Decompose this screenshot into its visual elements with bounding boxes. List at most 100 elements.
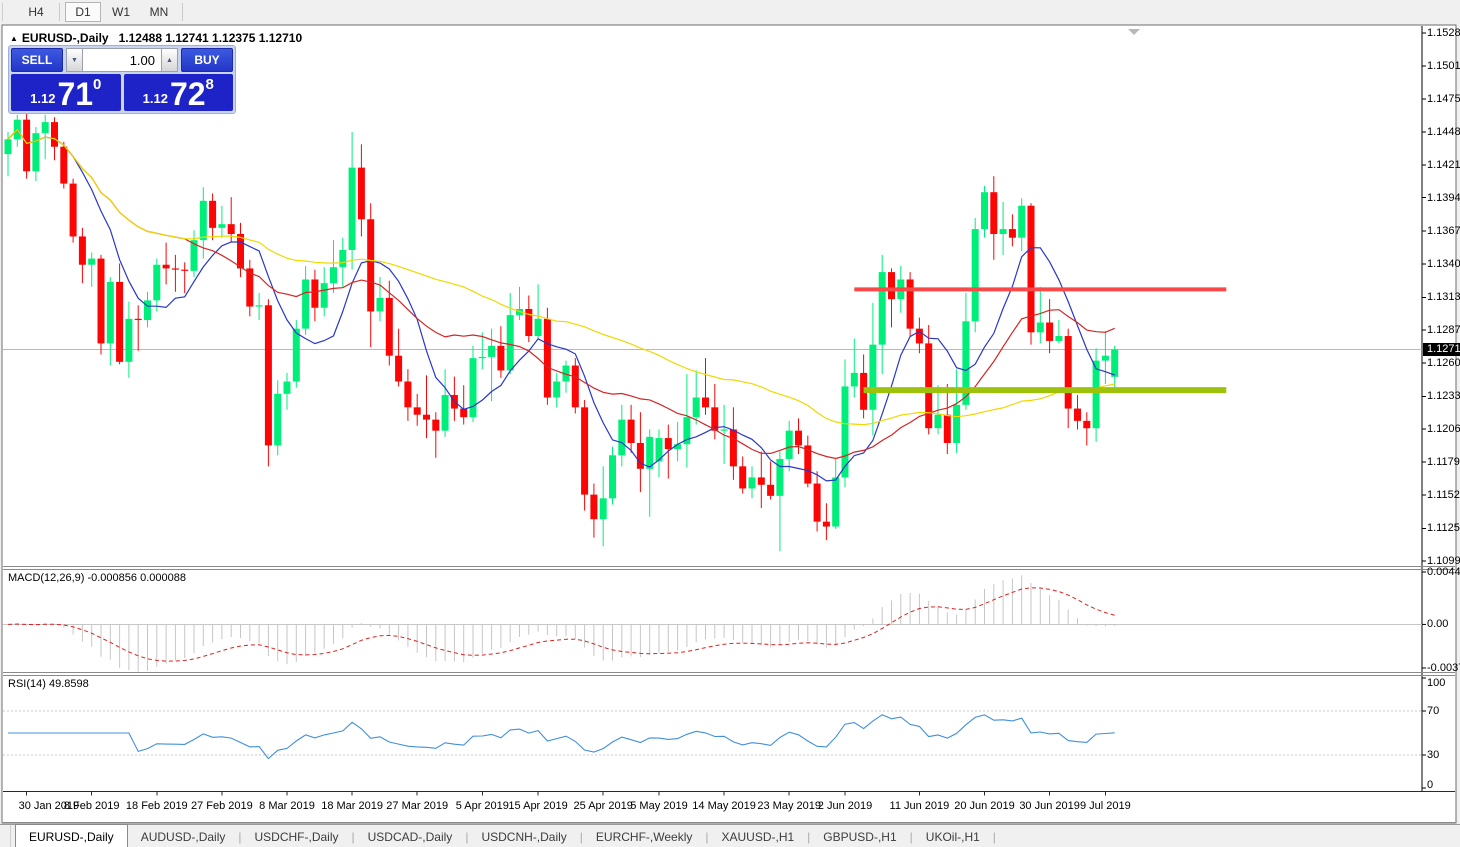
time-axis-label: 23 May 2019 — [757, 800, 821, 812]
candle-body — [953, 404, 961, 443]
tab-separator: | — [465, 829, 469, 844]
chart-tab-eurusd-daily[interactable]: EURUSD-,Daily — [15, 824, 128, 847]
chart-tab-usdcad-daily[interactable]: USDCAD-,Daily — [367, 829, 453, 844]
candle-body — [692, 397, 700, 418]
time-axis-label: 20 Jun 2019 — [954, 800, 1015, 812]
candle-body — [78, 236, 86, 265]
candle-body — [590, 494, 598, 520]
candle-body — [888, 272, 895, 300]
chart-tab-usdcnh-daily[interactable]: USDCNH-,Daily — [481, 829, 567, 844]
candle-body — [283, 381, 291, 394]
price-axis-label: 1.11525 — [1427, 489, 1460, 502]
tab-separator: | — [705, 829, 709, 844]
candle-body — [636, 442, 644, 469]
tab-separator: | — [579, 829, 583, 844]
candle-body — [1027, 205, 1035, 333]
candle-body — [618, 419, 626, 456]
timeframe-button-d1[interactable]: D1 — [65, 2, 101, 22]
candle-body — [776, 458, 784, 496]
candle-body — [1036, 322, 1044, 333]
candle-body — [1055, 336, 1063, 341]
candle-body — [413, 407, 421, 415]
chart-tab-ukoil-h1[interactable]: UKOil-,H1 — [925, 829, 980, 844]
timeframe-button-w1[interactable]: W1 — [112, 5, 130, 19]
candle-body — [209, 200, 217, 228]
chart-tab-eurchf-weekly[interactable]: EURCHF-,Weekly — [595, 829, 693, 844]
candle-body — [822, 521, 830, 527]
candle-body — [88, 258, 96, 265]
buy-button[interactable]: BUY — [181, 48, 233, 72]
chart-title: EURUSD-,Daily — [21, 31, 109, 45]
sell-price-display[interactable]: 1.12 71 0 — [11, 74, 121, 111]
volume-input[interactable] — [83, 48, 161, 72]
price-axis-label: 1.14210 — [1427, 159, 1460, 172]
candle-body — [767, 484, 775, 496]
candle-body — [785, 430, 793, 459]
rsi-axis-label: 100 — [1427, 677, 1446, 689]
chart-tab-xauusd-h1[interactable]: XAUUSD-,H1 — [721, 829, 795, 844]
timeframe-button-h4[interactable]: H4 — [28, 5, 44, 19]
price-axis-label: 1.13135 — [1427, 291, 1460, 304]
time-axis-label: 14 May 2019 — [692, 800, 756, 812]
candle-body — [218, 224, 226, 228]
macd-indicator-label: MACD(12,26,9) -0.000856 0.000088 — [8, 572, 186, 584]
candle-body — [395, 355, 403, 382]
candle-body — [106, 281, 114, 344]
candle-body — [339, 249, 347, 268]
rsi-axis-label: 70 — [1427, 705, 1440, 717]
tab-separator: | — [351, 829, 355, 844]
candle-body — [702, 397, 709, 408]
chart-background — [2, 25, 1456, 823]
candle-body — [962, 321, 970, 405]
candle-body — [1111, 349, 1119, 377]
candle-body — [674, 444, 682, 450]
candle-body — [246, 268, 254, 307]
chart-tab-audusd-daily[interactable]: AUDUSD-,Daily — [140, 829, 226, 844]
price-axis-label: 1.12330 — [1427, 390, 1460, 403]
price-axis-label: 1.12065 — [1427, 422, 1460, 435]
candle-body — [739, 466, 747, 489]
candle-body — [125, 318, 133, 362]
chart-tab-gbpusd-h1[interactable]: GBPUSD-,H1 — [823, 829, 897, 844]
tab-separator: | — [909, 829, 913, 844]
buy-price-display[interactable]: 1.12 72 8 — [123, 74, 233, 112]
price-axis-label: 1.11795 — [1427, 456, 1460, 469]
candle-body — [664, 438, 672, 450]
candle-body — [711, 407, 719, 431]
time-axis-label: 5 Apr 2019 — [455, 800, 509, 812]
candle-body — [134, 318, 142, 321]
macd-axis-label: 0.00 — [1427, 618, 1449, 631]
buy-price-pips: 72 — [169, 76, 206, 112]
collapse-triangle-icon[interactable]: ▲ — [10, 34, 18, 43]
candle-body — [581, 407, 589, 495]
toolbar-grip — [2, 3, 11, 21]
candle-body — [720, 429, 728, 431]
candle-body — [497, 345, 505, 371]
volume-increment-button[interactable]: ▲ — [161, 48, 178, 72]
price-axis-label: 1.13675 — [1427, 224, 1460, 237]
buy-price-point: 8 — [205, 76, 214, 93]
candle-body — [1046, 322, 1054, 341]
candle-body — [116, 281, 124, 362]
candle-body — [376, 297, 384, 312]
candle-body — [181, 269, 189, 271]
chart-ohlc-values: 1.12488 1.12741 1.12375 1.12710 — [118, 31, 303, 45]
candle-body — [646, 436, 654, 469]
candle-body — [69, 183, 77, 237]
volume-decrement-button[interactable]: ▼ — [66, 48, 83, 72]
candle-body — [553, 381, 561, 398]
time-axis-label: 5 May 2019 — [630, 800, 688, 812]
chart-tab-usdchf-daily[interactable]: USDCHF-,Daily — [254, 829, 339, 844]
candle-body — [525, 308, 533, 337]
candle-body — [925, 343, 933, 429]
timeframe-button-mn[interactable]: MN — [149, 5, 169, 19]
chart-header: ▲ EURUSD-,Daily 1.12488 1.12741 1.12375 1.… — [10, 31, 302, 45]
candle-body — [488, 345, 496, 357]
candle-body — [330, 267, 337, 284]
sell-button[interactable]: SELL — [11, 48, 63, 72]
candle-body — [878, 272, 886, 345]
candle-body — [1083, 420, 1091, 429]
chart-shift-triangle-icon[interactable] — [1128, 29, 1140, 35]
candle-body — [153, 264, 161, 301]
